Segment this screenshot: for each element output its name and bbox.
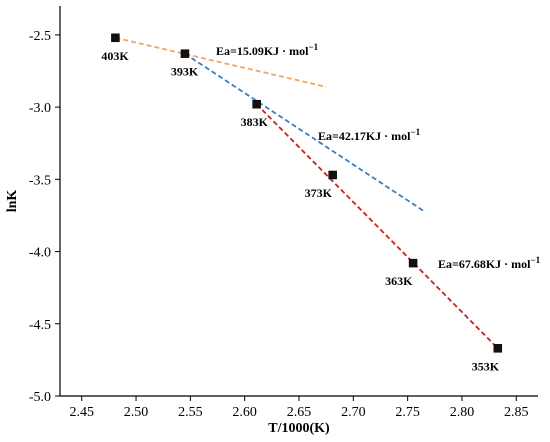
ea-annotation-2: Ea=42.17KJ · mol−1 — [318, 127, 421, 143]
data-point-363K — [408, 258, 418, 268]
data-point-353K — [493, 344, 503, 353]
ea-annotation-1: Ea=15.09KJ · mol−1 — [216, 42, 319, 58]
point-label-353K: 353K — [472, 359, 500, 373]
x-tick-label: 2.70 — [341, 405, 366, 420]
point-label-383K: 383K — [241, 115, 269, 129]
y-tick-label: -5.0 — [29, 390, 51, 405]
annotations: Ea=15.09KJ · mol−1Ea=42.17KJ · mol−1Ea=6… — [216, 42, 541, 271]
data-point-373K — [328, 170, 337, 180]
y-tick-label: -2.5 — [29, 29, 51, 44]
data-point-403K — [111, 33, 120, 43]
x-tick-label: 2.65 — [287, 405, 312, 420]
point-label-393K: 393K — [171, 65, 199, 79]
x-tick-label: 2.60 — [232, 405, 257, 420]
x-tick-label: 2.50 — [124, 405, 149, 420]
data-point-383K — [252, 99, 261, 109]
fit-line-3 — [255, 103, 499, 349]
ea-unit-superscript: −1 — [309, 42, 319, 52]
ea-value: Ea=67.68KJ · mol — [438, 257, 531, 271]
fit-lines — [115, 36, 499, 349]
ea-annotation-3: Ea=67.68KJ · mol−1 — [438, 255, 541, 271]
x-tick-label: 2.85 — [504, 405, 529, 420]
ea-value: Ea=42.17KJ · mol — [318, 129, 411, 143]
point-label-373K: 373K — [305, 186, 333, 200]
data-points — [111, 33, 503, 353]
y-axis-title: lnK — [5, 190, 20, 213]
x-axis-title: T/1000(K) — [268, 421, 330, 436]
point-label-363K: 363K — [385, 274, 413, 288]
y-tick-label: -3.5 — [29, 173, 51, 188]
ea-unit-superscript: −1 — [531, 255, 541, 265]
fit-line-1 — [115, 36, 327, 88]
data-point-393K — [180, 49, 190, 58]
x-tick-label: 2.45 — [69, 405, 94, 420]
point-labels: 403K 393K 383K 373K 363K 353K — [101, 49, 499, 374]
x-tick-label: 2.75 — [395, 405, 420, 420]
y-tick-label: -4.5 — [29, 318, 51, 333]
axes: 2.45 2.50 2.55 2.60 2.65 2.70 2.75 2.80 2.85 -2.5… — [5, 6, 538, 436]
y-tick-label: -4.0 — [29, 246, 51, 261]
x-tick-label: 2.55 — [178, 405, 203, 420]
y-tick-label: -3.0 — [29, 101, 51, 116]
x-tick-label: 2.80 — [450, 405, 475, 420]
point-label-403K: 403K — [101, 49, 129, 63]
ea-value: Ea=15.09KJ · mol — [216, 44, 309, 58]
ea-unit-superscript: −1 — [411, 127, 421, 137]
